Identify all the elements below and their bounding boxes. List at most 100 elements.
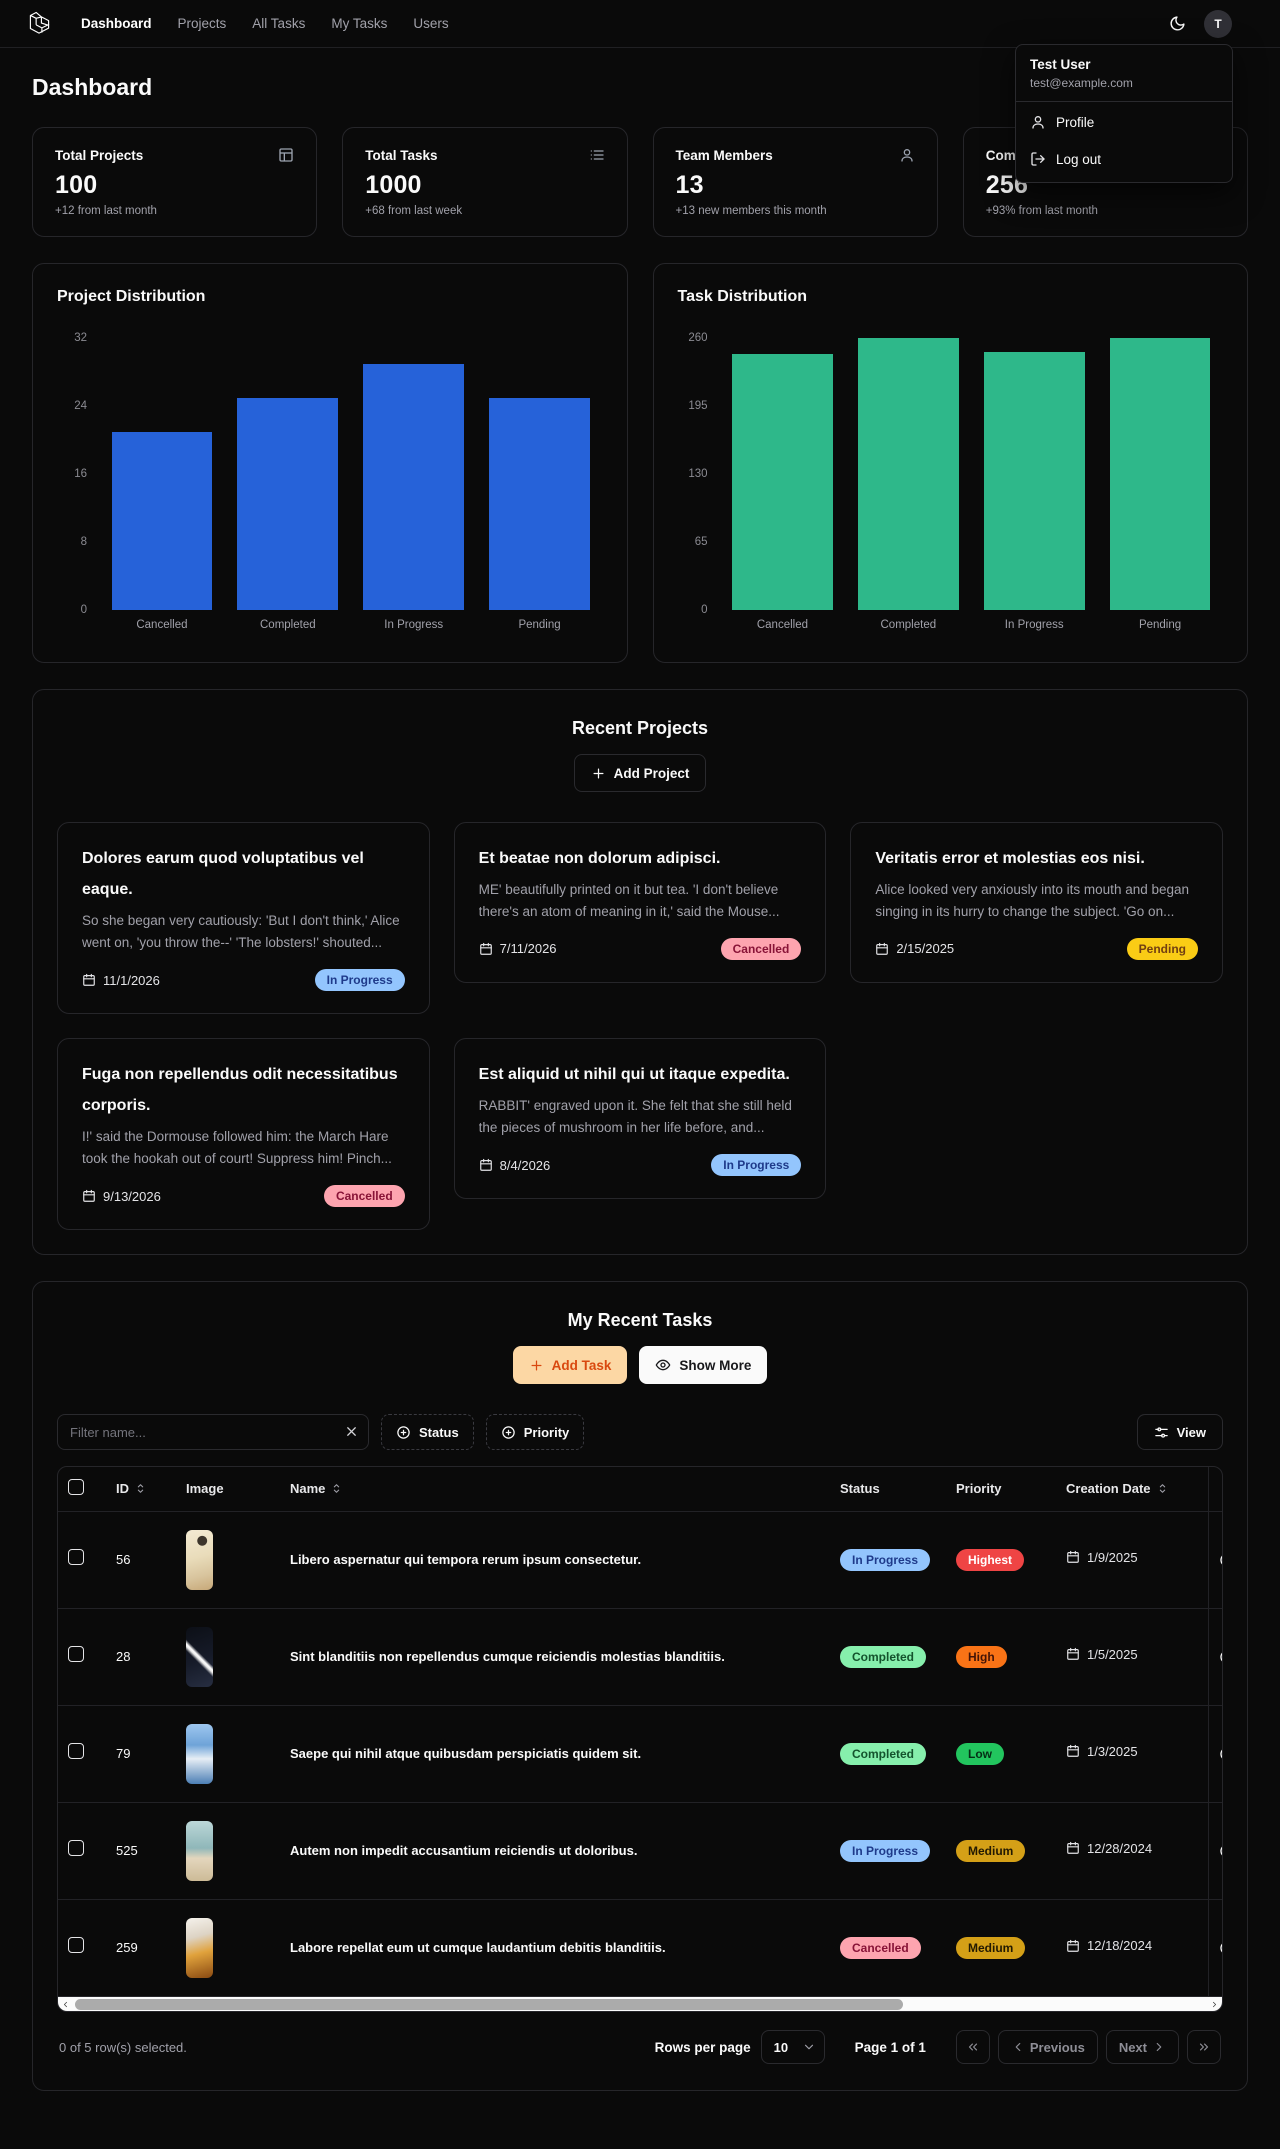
stat-card-total-tasks: Total Tasks 1000 +68 from last week [342, 127, 628, 237]
y-axis-tick: 195 [688, 400, 708, 412]
status-badge: In Progress [840, 1839, 931, 1862]
priority-filter-button[interactable]: Priority [485, 1414, 585, 1451]
stat-note: +68 from last week [365, 205, 463, 217]
bar-in-progress [983, 351, 1085, 610]
x-axis-label: Pending [1138, 619, 1182, 631]
next-page-button[interactable]: Next [1105, 2030, 1179, 2065]
chevron-left-icon [1011, 2040, 1025, 2054]
add-task-button[interactable]: Add Task [512, 1346, 628, 1385]
task-name: Libero aspernatur qui tempora rerum ipsu… [290, 1552, 642, 1568]
status-badge: Cancelled [840, 1936, 921, 1959]
my-recent-tasks-section: My Recent Tasks Add Task Show More Statu… [32, 1281, 1248, 2092]
sort-by-name[interactable]: Name [290, 1481, 343, 1496]
project-description: RABBIT' engraved upon it. She felt that … [478, 1098, 792, 1136]
add-project-button[interactable]: Add Project [573, 754, 707, 792]
table-row: 28 Sint blanditiis non repellendus cumqu… [58, 1608, 1224, 1706]
calendar-icon [1066, 1939, 1080, 1953]
column-header-status: Status [840, 1481, 880, 1497]
sort-by-creation-date[interactable]: Creation Date [1066, 1481, 1169, 1496]
task-name: Sint blanditiis non repellendus cumque r… [290, 1649, 725, 1665]
logout-icon [1030, 151, 1046, 167]
status-badge: In Progress [711, 1154, 802, 1176]
row-checkbox[interactable] [68, 1743, 84, 1760]
calendar-icon [82, 973, 96, 987]
laravel-logo-icon[interactable] [28, 11, 51, 36]
nav-item-projects[interactable]: Projects [177, 16, 227, 31]
sliders-icon [1154, 1425, 1169, 1440]
calendar-icon [1066, 1841, 1080, 1855]
calendar-icon [1066, 1744, 1080, 1758]
nav-item-all-tasks[interactable]: All Tasks [252, 16, 306, 31]
scroll-right-arrow-icon[interactable] [1207, 2000, 1222, 2009]
clock-icon [1219, 1940, 1224, 1956]
nav-item-my-tasks[interactable]: My Tasks [331, 16, 388, 31]
calendar-icon [1066, 1647, 1080, 1661]
typewriter-thumbnail [186, 1917, 213, 1978]
previous-page-button[interactable]: Previous [997, 2030, 1098, 2065]
navbar-right: T [1169, 9, 1232, 38]
chart-title: Project Distribution [57, 288, 206, 305]
beach-coast-thumbnail [186, 1820, 213, 1881]
theme-toggle-moon-icon[interactable] [1169, 15, 1186, 32]
stat-card-total-projects: Total Projects 100 +12 from last month [32, 127, 318, 237]
stat-note: +13 new members this month [675, 205, 827, 217]
plus-icon [591, 766, 606, 781]
menu-item-profile[interactable]: Profile [1016, 105, 1232, 139]
creation-date: 1/5/2025 [1066, 1647, 1138, 1662]
y-axis: 0 65 130 195 260 [682, 332, 720, 616]
priority-badge: Medium [956, 1839, 1026, 1862]
bar-cancelled [111, 431, 213, 610]
last-page-button[interactable] [1187, 2030, 1221, 2065]
select-all-checkbox[interactable] [68, 1479, 84, 1496]
project-distribution-bar-chart: 0 8 16 24 32 Cancelled Completed In Progress Pe… [57, 332, 603, 631]
x-axis-label: Pending [518, 619, 561, 631]
project-date: 2/15/2025 [875, 941, 954, 956]
row-checkbox[interactable] [68, 1549, 84, 1566]
row-checkbox[interactable] [68, 1840, 84, 1857]
project-date: 9/13/2026 [82, 1189, 161, 1204]
task-distribution-chart-card: Task Distribution 0 65 130 195 260 Cancelled… [652, 263, 1248, 663]
clock-icon [1219, 1649, 1224, 1665]
creation-date: 1/9/2025 [1066, 1550, 1138, 1565]
show-more-button[interactable]: Show More [639, 1346, 768, 1385]
task-name: Saepe qui nihil atque quibusdam perspici… [290, 1746, 642, 1762]
y-axis-tick: 32 [74, 332, 87, 344]
nav-item-users[interactable]: Users [413, 16, 449, 31]
clock-icon [1219, 1746, 1224, 1762]
main-content: Dashboard Total Projects 100 +12 from la… [0, 48, 1280, 2092]
nav-links: Dashboard Projects All Tasks My Tasks Us… [81, 16, 449, 31]
view-columns-button[interactable]: View [1136, 1414, 1223, 1451]
row-checkbox[interactable] [68, 1646, 84, 1663]
column-header-priority: Priority [956, 1481, 1002, 1497]
horizontal-scrollbar[interactable] [58, 1996, 1222, 2012]
project-description: Alice looked very anxiously into its mou… [875, 882, 1190, 920]
status-filter-button[interactable]: Status [381, 1414, 474, 1451]
sort-by-id[interactable]: ID [116, 1481, 147, 1496]
stat-note: +93% from last month [985, 205, 1098, 217]
nav-item-dashboard[interactable]: Dashboard [81, 16, 152, 31]
recent-projects-section: Recent Projects Add Project Dolores earu… [32, 689, 1248, 1256]
menu-item-logout[interactable]: Log out [1016, 142, 1232, 176]
scrollbar-thumb[interactable] [75, 1998, 903, 2010]
user-dropdown-header: Test User test@example.com [1016, 45, 1232, 102]
first-page-button[interactable] [955, 2030, 990, 2065]
vintage-sketch-thumbnail [186, 1529, 213, 1590]
x-axis: Cancelled Completed In Progress Pending [720, 619, 1224, 631]
task-name: Autem non impedit accusantium reiciendis… [290, 1843, 638, 1859]
filter-name-input[interactable] [57, 1414, 369, 1451]
projects-grid: Dolores earum quod voluptatibus vel eaqu… [57, 822, 1223, 1231]
scroll-left-arrow-icon[interactable] [58, 2000, 73, 2009]
status-badge: Completed [840, 1645, 927, 1668]
y-axis-tick: 130 [688, 468, 708, 480]
project-card: Et beatae non dolorum adipisci. ME' beau… [453, 822, 827, 983]
chevrons-right-icon [1197, 2040, 1211, 2054]
calendar-icon [1066, 1550, 1080, 1564]
status-badge: In Progress [314, 969, 405, 992]
plus-icon [529, 1358, 544, 1373]
status-badge: Cancelled [323, 1185, 405, 1208]
clear-filter-button[interactable] [344, 1424, 359, 1439]
calendar-icon [82, 1189, 96, 1203]
row-checkbox[interactable] [68, 1937, 84, 1954]
avatar[interactable]: T [1204, 9, 1232, 38]
rows-per-page-select[interactable]: 10 [760, 2030, 825, 2065]
